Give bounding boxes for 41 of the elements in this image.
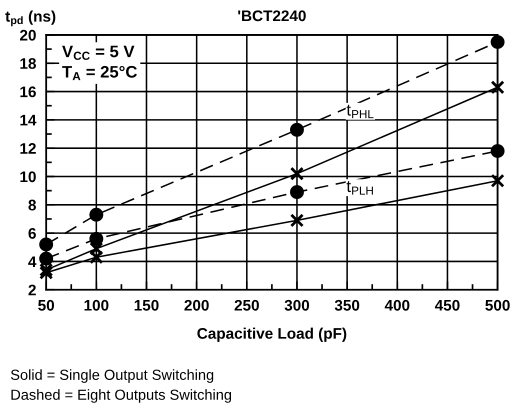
- x-tick-label: 100: [84, 300, 108, 311]
- point: [490, 80, 505, 94]
- point: [490, 35, 505, 49]
- x-tick-label: 250: [234, 300, 259, 311]
- x-tick-label: 150: [134, 300, 159, 311]
- point: [290, 122, 304, 137]
- point: [89, 232, 104, 246]
- x-tick-label: 450: [434, 300, 460, 311]
- x-tick-label: 350: [334, 300, 360, 311]
- y-tick-label: 18: [20, 58, 36, 69]
- y-tick-label: 14: [20, 114, 36, 126]
- y-tick-label: 6: [28, 228, 36, 239]
- text: V$_{CC}$ = 5 V T$_{A}$ = 25°C: [62, 46, 137, 80]
- point: [89, 242, 104, 256]
- point: [89, 250, 104, 264]
- y-tick-label: 20: [20, 30, 36, 41]
- y-tick-label: 4: [28, 256, 36, 267]
- point: [290, 185, 304, 200]
- point: [39, 266, 54, 280]
- point: [89, 208, 104, 222]
- y-tick-label: 10: [20, 171, 36, 182]
- y-tick-label: 12: [20, 143, 36, 154]
- point: [290, 213, 304, 228]
- text: Solid = Single Output Switching Dashed = Eight Outputs Switching: [10, 369, 232, 403]
- point: [290, 166, 304, 181]
- annotation: t$_{PHL}$: [346, 104, 374, 118]
- y-tick-label: 16: [20, 86, 36, 98]
- point: [490, 174, 505, 188]
- x-tick-label: 400: [384, 300, 410, 311]
- x-tick-label: 500: [485, 300, 510, 311]
- x-tick-label: 50: [38, 300, 54, 311]
- x-tick-label: 300: [284, 300, 310, 311]
- x-tick-label: 200: [184, 300, 209, 311]
- point: [39, 238, 54, 252]
- y-tick-label: 8: [28, 200, 36, 210]
- annotation: t$_{PLH}$: [346, 181, 373, 195]
- x-axis-title: Capacitive Load (pF): [197, 328, 346, 342]
- y-tick-label: 2: [28, 284, 36, 296]
- point: [490, 144, 505, 158]
- y-axis-title: t$_{pd}$ (ns): [5, 10, 56, 26]
- chart-title: 'BCT2240: [238, 10, 306, 22]
